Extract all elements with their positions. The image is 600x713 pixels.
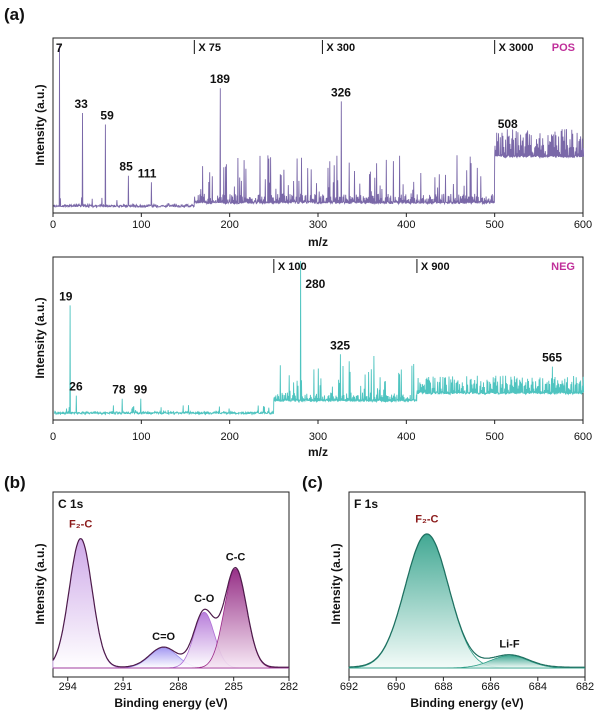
x-tick-label: 682 <box>576 681 594 693</box>
component-label: F₂-C <box>69 518 92 530</box>
component-label: C-O <box>194 593 215 605</box>
pos-peak-labels: 7 33 59 85 111 189 326 508 <box>56 41 518 180</box>
component-label: F₂-C <box>415 514 438 526</box>
x-tick-label: 285 <box>225 681 243 693</box>
c1s-component-areas <box>53 539 289 668</box>
x-tick-label: 690 <box>387 681 405 693</box>
f1s-title: F 1s <box>354 497 378 511</box>
peak-label: 85 <box>119 160 133 174</box>
magnification-label: X 75 <box>198 42 221 54</box>
f1s-x-ticks: 692 690 688 686 684 682 <box>340 677 594 693</box>
pos-x-axis-title: m/z <box>308 235 328 249</box>
component-label: C-C <box>226 551 246 563</box>
figure: (a) (b) (c) 0 100 200 300 400 500 600 X 75 X 30… <box>0 0 600 713</box>
neg-x-axis-title: m/z <box>308 445 328 459</box>
x-tick-label: 282 <box>280 681 298 693</box>
x-tick-label: 500 <box>485 431 503 443</box>
x-tick-label: 600 <box>574 219 592 231</box>
neg-x-ticks: 0 100 200 300 400 500 600 <box>50 420 592 443</box>
peak-label: 78 <box>112 383 126 397</box>
x-tick-label: 400 <box>397 431 415 443</box>
peak-label: 508 <box>498 117 518 131</box>
c1s-title: C 1s <box>58 497 84 511</box>
pos-magnification-markers: X 75 X 300 X 3000 <box>194 40 533 54</box>
x-tick-label: 688 <box>434 681 452 693</box>
f1s-y-axis-title: Intensity (a.u.) <box>329 543 343 624</box>
x-tick-label: 100 <box>132 219 150 231</box>
neg-mode-label: NEG <box>551 261 575 273</box>
neg-peak-labels: 19 26 78 99 280 325 565 <box>59 277 562 397</box>
pos-x-ticks: 0 100 200 300 400 500 600 <box>50 213 592 231</box>
x-tick-label: 294 <box>59 681 77 693</box>
x-tick-label: 686 <box>481 681 499 693</box>
neg-y-axis-title: Intensity (a.u.) <box>33 297 47 378</box>
magnification-label: X 100 <box>278 261 307 273</box>
x-tick-label: 300 <box>309 431 327 443</box>
magnification-label: X 900 <box>421 261 450 273</box>
x-tick-label: 400 <box>397 219 415 231</box>
x-tick-label: 600 <box>574 431 592 443</box>
component-label: C=O <box>152 631 175 643</box>
c1s-x-ticks: 294 291 288 285 282 <box>59 677 299 693</box>
x-tick-label: 684 <box>529 681 547 693</box>
peak-label: 189 <box>210 72 230 86</box>
panel-label-c: (c) <box>302 473 323 492</box>
peak-label: 19 <box>59 289 73 303</box>
x-tick-label: 291 <box>114 681 132 693</box>
x-tick-label: 0 <box>50 219 56 231</box>
peak-label: 99 <box>134 383 148 397</box>
pos-mode-label: POS <box>552 42 575 54</box>
peak-label: 565 <box>542 351 562 365</box>
peak-label: 59 <box>100 109 114 123</box>
panel-label-b: (b) <box>4 473 26 492</box>
neg-magnification-markers: X 100 X 900 <box>274 259 450 273</box>
component-label: Li-F <box>499 639 519 651</box>
panel-label-a: (a) <box>4 5 25 24</box>
peak-label: 325 <box>330 338 350 352</box>
peak-label: 326 <box>331 85 351 99</box>
x-tick-label: 200 <box>220 219 238 231</box>
c1s-xps-chart: 294 291 288 285 282 F₂-C C=O C-O C-C C 1s Bindi… <box>33 492 298 710</box>
peak-label: 111 <box>138 166 157 180</box>
peak-label: 7 <box>56 41 63 55</box>
peak-label: 26 <box>69 380 83 394</box>
f1s-x-axis-title: Binding energy (eV) <box>410 696 523 710</box>
x-tick-label: 100 <box>132 431 150 443</box>
x-tick-label: 500 <box>485 219 503 231</box>
magnification-label: X 3000 <box>499 42 534 54</box>
magnification-label: X 300 <box>326 42 355 54</box>
x-tick-label: 300 <box>309 219 327 231</box>
pos-y-axis-title: Intensity (a.u.) <box>33 84 47 165</box>
peak-label: 33 <box>74 97 88 111</box>
peak-label: 280 <box>305 277 325 291</box>
c1s-y-axis-title: Intensity (a.u.) <box>33 543 47 624</box>
neg-spectrum-chart: 0 100 200 300 400 500 600 X 100 X 900 19 26 78 99 2… <box>33 257 592 459</box>
x-tick-label: 288 <box>169 681 187 693</box>
x-tick-label: 692 <box>340 681 358 693</box>
f1s-xps-chart: 692 690 688 686 684 682 F₂-C Li-F F 1s Binding… <box>329 492 594 710</box>
c1s-x-axis-title: Binding energy (eV) <box>114 696 227 710</box>
x-tick-label: 0 <box>50 431 56 443</box>
x-tick-label: 200 <box>220 431 238 443</box>
pos-spectrum-chart: 0 100 200 300 400 500 600 X 75 X 300 X 3000 7 33 5… <box>33 38 592 249</box>
